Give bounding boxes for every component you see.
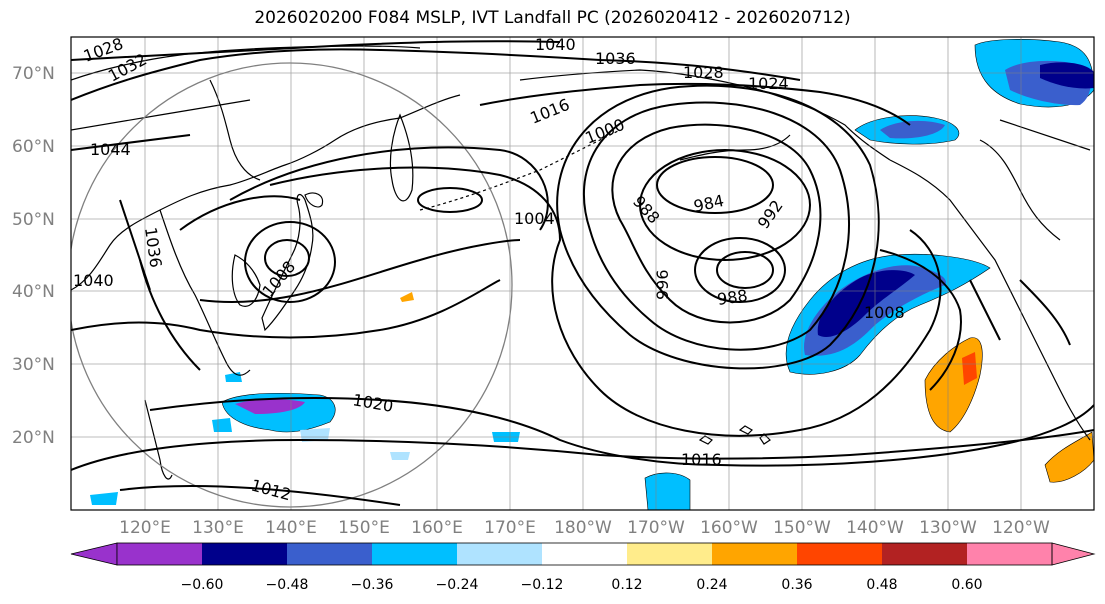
isobar-label: 1016 (681, 450, 722, 469)
isobar-label: 1040 (73, 271, 114, 290)
isobar-label: 1008 (864, 303, 905, 322)
lon-label: 160°W (700, 518, 758, 538)
colorbar-extend-high (1051, 542, 1096, 566)
map-title: 2026020200 F084 MSLP, IVT Landfall PC (2… (254, 8, 851, 28)
isobars (71, 40, 1094, 506)
colorbar-tick: 0.12 (611, 577, 642, 593)
colorbar-tick: 0.24 (696, 577, 727, 593)
latitude-labels: 70°N 60°N 50°N 40°N 30°N 20°N (12, 64, 55, 448)
lon-label: 170°W (627, 518, 685, 538)
coastlines (71, 45, 1091, 480)
colorbar-segment (967, 543, 1052, 565)
colorbar-segment (712, 543, 797, 565)
colorbar-ticks: −0.60 −0.48 −0.36 −0.24 −0.12 0.12 0.24 … (181, 577, 983, 593)
colorbar-segment (457, 543, 542, 565)
isobar-label: 1044 (90, 140, 131, 159)
colorbar-tick: −0.48 (266, 577, 309, 593)
lon-label: 120°E (119, 518, 171, 538)
colorbar-segment (202, 543, 287, 565)
lon-label: 130°E (192, 518, 244, 538)
colorbar-segment (117, 543, 202, 565)
lon-label: 170°E (484, 518, 536, 538)
lat-label: 70°N (12, 64, 55, 84)
colorbar-tick: −0.60 (181, 577, 224, 593)
colorbar-segment (287, 543, 372, 565)
colorbar-tick: 0.36 (781, 577, 812, 593)
isobar-label: 1028 (683, 63, 724, 82)
colorbar-extend-low (70, 542, 118, 566)
lat-label: 20°N (12, 428, 55, 448)
isobar-label: 1036 (595, 49, 636, 68)
colorbar: −0.60 −0.48 −0.36 −0.24 −0.12 0.12 0.24 … (70, 542, 1096, 593)
isobar-label: 1004 (514, 209, 555, 228)
isobar-label: 1040 (535, 35, 576, 54)
colorbar-segment (542, 543, 627, 565)
colorbar-tick: −0.12 (521, 577, 564, 593)
map-plot-area: 1040 1036 1028 1024 1032 1028 1044 1016 … (71, 35, 1094, 510)
colorbar-segment (627, 543, 712, 565)
plot-frame (70, 36, 1095, 511)
lon-label: 140°W (846, 518, 904, 538)
lat-label: 40°N (12, 282, 55, 302)
isobar-label: 988 (716, 286, 749, 309)
colorbar-segment (372, 543, 457, 565)
lon-label: 150°E (338, 518, 390, 538)
lat-label: 30°N (12, 355, 55, 375)
colorbar-tick: −0.36 (351, 577, 394, 593)
lon-label: 120°W (992, 518, 1050, 538)
distance-ring (71, 62, 513, 508)
lon-label: 130°W (919, 518, 977, 538)
colorbar-tick: 0.48 (866, 577, 897, 593)
colorbar-tick: 0.60 (951, 577, 982, 593)
longitude-labels: 120°E 130°E 140°E 150°E 160°E 170°E 180°… (119, 518, 1050, 538)
graticule (71, 37, 1094, 510)
lon-label: 180°W (554, 518, 612, 538)
isobar-label: 996 (653, 269, 672, 300)
isobar-label: 1024 (748, 74, 789, 93)
colorbar-tick: −0.24 (436, 577, 479, 593)
lon-label: 160°E (411, 518, 463, 538)
lat-label: 50°N (12, 210, 55, 230)
colorbar-segment (797, 543, 882, 565)
lon-label: 140°E (265, 518, 317, 538)
colorbar-segment (882, 543, 967, 565)
lon-label: 150°W (773, 518, 831, 538)
lat-label: 60°N (12, 137, 55, 157)
